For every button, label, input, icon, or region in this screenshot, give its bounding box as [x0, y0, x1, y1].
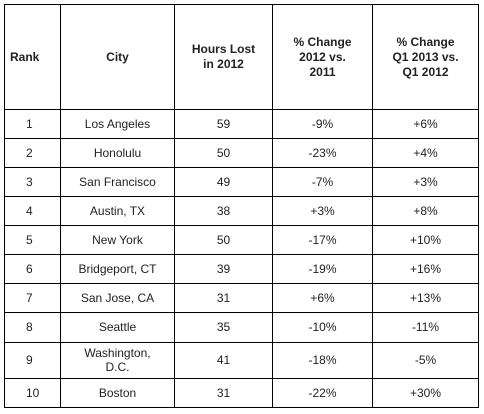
- cell-change-q1: -11%: [372, 312, 479, 343]
- cell-change-annual: -7%: [272, 167, 373, 198]
- cell-change-q1: +16%: [372, 254, 479, 285]
- cell-hours: 59: [174, 108, 273, 140]
- cell-change-q1: +6%: [372, 108, 479, 140]
- cell-change-q1: +8%: [372, 196, 479, 227]
- cell-change-annual: -19%: [272, 254, 373, 285]
- cell-rank: 9: [4, 341, 61, 379]
- cell-hours: 35: [174, 312, 273, 343]
- table-row: 2 Honolulu 50 -23% +4%: [4, 138, 479, 169]
- cell-city: Austin, TX: [60, 196, 175, 227]
- table-row: 5 New York 50 -17% +10%: [4, 225, 479, 256]
- cell-change-q1: -5%: [372, 341, 479, 379]
- header-rank: Rank: [4, 4, 61, 110]
- cell-rank: 2: [4, 138, 61, 169]
- cell-rank: 6: [4, 254, 61, 285]
- cell-city: Honolulu: [60, 138, 175, 169]
- cell-rank: 4: [4, 196, 61, 227]
- header-city: City: [60, 4, 175, 110]
- cell-rank: 5: [4, 225, 61, 256]
- cell-hours: 39: [174, 254, 273, 285]
- cell-change-q1: +13%: [372, 283, 479, 314]
- congestion-table: Rank City Hours Lost in 2012 % Change 20…: [4, 4, 479, 409]
- cell-hours: 31: [174, 377, 273, 409]
- cell-city: Washington, D.C.: [60, 341, 175, 379]
- cell-hours: 41: [174, 341, 273, 379]
- cell-hours: 38: [174, 196, 273, 227]
- cell-change-annual: +6%: [272, 283, 373, 314]
- header-row: Rank City Hours Lost in 2012 % Change 20…: [4, 4, 479, 110]
- cell-change-annual: -23%: [272, 138, 373, 169]
- cell-rank: 7: [4, 283, 61, 314]
- cell-city: San Francisco: [60, 167, 175, 198]
- cell-hours: 50: [174, 138, 273, 169]
- cell-change-q1: +10%: [372, 225, 479, 256]
- cell-city: San Jose, CA: [60, 283, 175, 314]
- cell-change-q1: +4%: [372, 138, 479, 169]
- cell-city: Los Angeles: [60, 108, 175, 140]
- cell-rank: 1: [4, 108, 61, 140]
- cell-rank: 8: [4, 312, 61, 343]
- cell-change-annual: +3%: [272, 196, 373, 227]
- table-row: 6 Bridgeport, CT 39 -19% +16%: [4, 254, 479, 285]
- cell-rank: 3: [4, 167, 61, 198]
- table-row: 9 Washington, D.C. 41 -18% -5%: [4, 341, 479, 379]
- cell-change-annual: -18%: [272, 341, 373, 379]
- cell-change-annual: -10%: [272, 312, 373, 343]
- cell-hours: 31: [174, 283, 273, 314]
- table-row: 8 Seattle 35 -10% -11%: [4, 312, 479, 343]
- cell-rank: 10: [4, 377, 61, 409]
- cell-change-annual: -22%: [272, 377, 373, 409]
- header-hours-lost: Hours Lost in 2012: [174, 4, 273, 110]
- cell-change-q1: +3%: [372, 167, 479, 198]
- table-row: 7 San Jose, CA 31 +6% +13%: [4, 283, 479, 314]
- table-row: 10 Boston 31 -22% +30%: [4, 377, 479, 409]
- cell-city: Seattle: [60, 312, 175, 343]
- cell-change-annual: -17%: [272, 225, 373, 256]
- table-row: 4 Austin, TX 38 +3% +8%: [4, 196, 479, 227]
- header-change-q1: % Change Q1 2013 vs. Q1 2012: [372, 4, 479, 110]
- header-change-2012-vs-2011: % Change 2012 vs. 2011: [272, 4, 373, 110]
- cell-change-q1: +30%: [372, 377, 479, 409]
- cell-hours: 49: [174, 167, 273, 198]
- cell-change-annual: -9%: [272, 108, 373, 140]
- cell-city: Bridgeport, CT: [60, 254, 175, 285]
- cell-hours: 50: [174, 225, 273, 256]
- cell-city: New York: [60, 225, 175, 256]
- cell-city: Boston: [60, 377, 175, 409]
- table-row: 3 San Francisco 49 -7% +3%: [4, 167, 479, 198]
- table-row: 1 Los Angeles 59 -9% +6%: [4, 108, 479, 140]
